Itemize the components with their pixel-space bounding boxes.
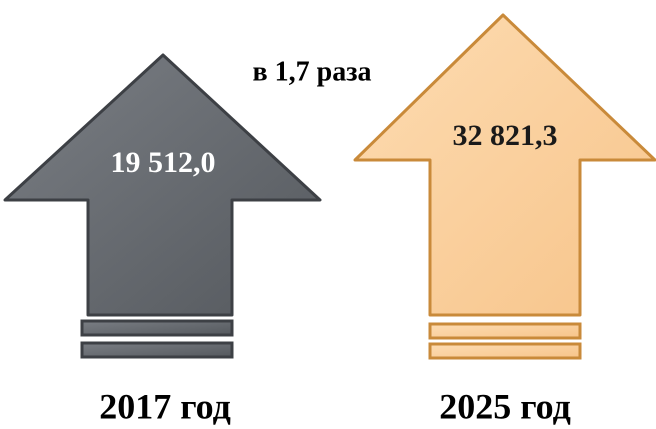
left-value: 19 512,0	[111, 146, 216, 179]
left-arrow	[3, 53, 322, 359]
right-year: 2025 год	[439, 386, 571, 426]
left-year: 2017 год	[99, 386, 231, 426]
right-value: 32 821,3	[453, 119, 558, 152]
ratio: в 1,7 раза	[253, 56, 372, 87]
right-arrow	[353, 13, 656, 360]
